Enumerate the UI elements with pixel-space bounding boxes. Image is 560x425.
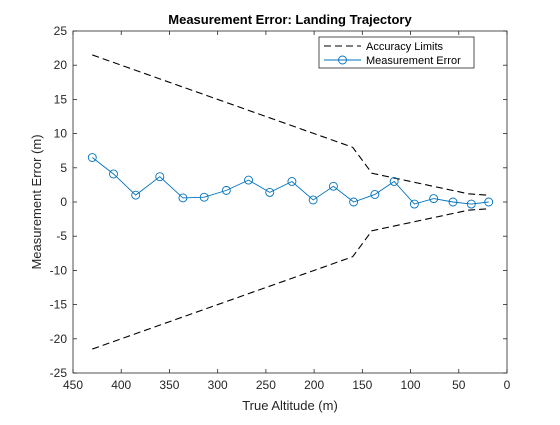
accuracy-limit-line	[92, 208, 488, 350]
y-axis-label: Measurement Error (m)	[29, 134, 44, 269]
data-point	[199, 192, 209, 202]
measurement-error-line	[92, 157, 489, 205]
y-tick-label: 25	[54, 24, 68, 38]
y-tick-label: -5	[56, 229, 67, 243]
data-point	[265, 187, 275, 197]
x-tick-label: 450	[63, 378, 83, 392]
data-point	[308, 195, 318, 205]
data-point	[349, 197, 359, 207]
y-tick-label: -20	[50, 332, 68, 346]
data-point	[244, 175, 253, 185]
data-point	[466, 199, 476, 209]
y-tick-label: 5	[60, 161, 67, 175]
data-point	[429, 194, 439, 204]
axes-box	[72, 30, 508, 374]
data-point	[287, 177, 297, 186]
data-point	[409, 199, 419, 209]
x-tick-label: 250	[256, 378, 276, 392]
x-tick-label: 300	[208, 378, 228, 392]
x-tick-label: 0	[504, 378, 511, 392]
x-tick-label: 100	[401, 378, 421, 392]
data-point	[87, 153, 97, 162]
legend-marker	[338, 55, 347, 65]
data-point	[178, 193, 188, 203]
y-tick-label: 20	[54, 58, 68, 72]
legend-label: Accuracy Limits	[366, 41, 444, 53]
legend-box	[318, 36, 475, 69]
data-point	[155, 172, 165, 182]
x-tick-label: 150	[352, 378, 372, 392]
y-tick-label: 0	[60, 195, 67, 209]
legend-label: Measurement Error	[366, 55, 461, 67]
data-point	[484, 197, 494, 207]
legend: Accuracy Limits Measurement Error	[318, 36, 475, 69]
y-tick-label: 10	[54, 127, 68, 141]
x-tick-label: 50	[452, 378, 466, 392]
y-tick-label: 15	[54, 92, 68, 106]
plot-area: 450 400 350 300 250 200 150 100 50 02520151050-5-…	[50, 24, 511, 392]
data-point	[389, 177, 399, 186]
data-point	[448, 197, 458, 207]
data-point	[131, 190, 141, 200]
data-point	[370, 190, 380, 199]
data-point	[221, 185, 231, 195]
y-tick-label: -25	[50, 366, 68, 380]
data-point	[328, 181, 338, 191]
x-tick-label: 350	[159, 378, 179, 392]
x-tick-label: 200	[304, 378, 324, 392]
chart-title: Measurement Error: Landing Trajectory	[168, 12, 412, 27]
y-tick-label: -15	[50, 298, 68, 312]
x-axis-label: True Altitude (m)	[242, 398, 338, 413]
accuracy-limit-line	[92, 54, 488, 196]
y-tick-label: -10	[50, 263, 68, 277]
x-tick-label: 400	[111, 378, 131, 392]
data-point	[109, 169, 118, 179]
